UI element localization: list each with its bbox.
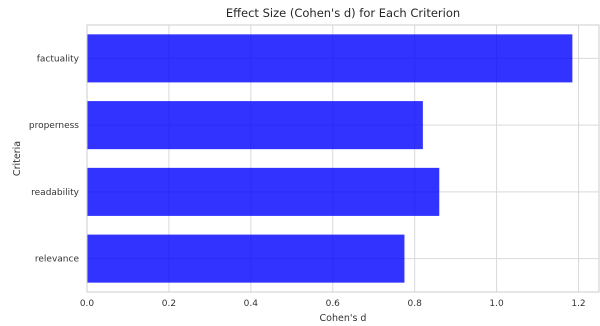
bars bbox=[87, 34, 573, 283]
y-tick-label-properness: properness bbox=[29, 121, 79, 131]
plot-frame bbox=[86, 24, 600, 293]
y-tick-label-relevance: relevance bbox=[35, 255, 80, 265]
x-tick-label: 1.2 bbox=[571, 299, 585, 309]
y-tick-label-factuality: factuality bbox=[37, 54, 80, 64]
x-tick-label: 1.0 bbox=[489, 299, 504, 309]
x-axis-title: Cohen's d bbox=[320, 313, 367, 324]
y-tick-labels: factuality properness readability relevance bbox=[29, 54, 80, 264]
bar-factuality bbox=[87, 34, 573, 83]
x-tick-label: 0.6 bbox=[326, 299, 341, 309]
x-tick-labels: 0.0 0.2 0.4 0.6 0.8 1.0 1.2 bbox=[80, 299, 586, 309]
x-tick-label: 0.2 bbox=[162, 299, 176, 309]
x-tick-label: 0.0 bbox=[80, 299, 95, 309]
bar-readability bbox=[87, 167, 440, 216]
bar-relevance bbox=[87, 234, 405, 283]
x-tick-label: 0.8 bbox=[408, 299, 423, 309]
x-tick-label: 0.4 bbox=[244, 299, 259, 309]
chart-title: Effect Size (Cohen's d) for Each Criteri… bbox=[226, 6, 460, 20]
y-tick-label-readability: readability bbox=[31, 188, 80, 198]
y-axis-title: Criteria bbox=[12, 141, 23, 176]
bar-properness bbox=[87, 101, 423, 150]
